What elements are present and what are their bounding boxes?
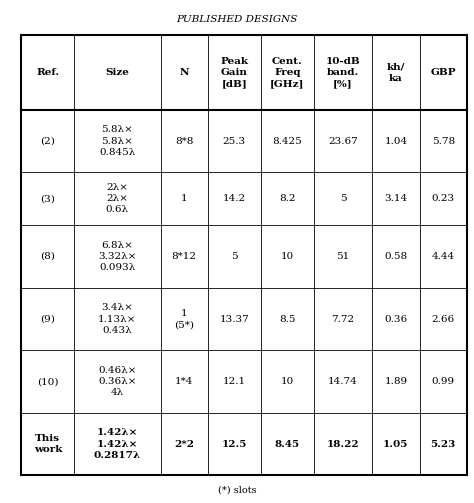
Text: 0.99: 0.99: [432, 377, 455, 386]
Text: 10: 10: [281, 252, 294, 261]
Text: 8.5: 8.5: [279, 314, 295, 323]
Text: Cent.
Freq
[GHz]: Cent. Freq [GHz]: [270, 57, 304, 88]
Text: 8*12: 8*12: [172, 252, 197, 261]
Text: 1.05: 1.05: [383, 440, 409, 449]
Text: 1: 1: [181, 194, 188, 203]
Text: 23.67: 23.67: [328, 136, 358, 145]
Text: 14.74: 14.74: [328, 377, 358, 386]
Text: 25.3: 25.3: [223, 136, 246, 145]
Text: 4.44: 4.44: [432, 252, 455, 261]
Text: 5.23: 5.23: [430, 440, 456, 449]
Text: N: N: [180, 68, 189, 77]
Text: 0.23: 0.23: [432, 194, 455, 203]
Text: 5.8λ×
5.8λ×
0.845λ: 5.8λ× 5.8λ× 0.845λ: [99, 125, 136, 156]
Text: 1
(5*): 1 (5*): [174, 309, 194, 329]
Text: 6.8λ×
3.32λ×
0.093λ: 6.8λ× 3.32λ× 0.093λ: [98, 241, 137, 272]
Text: 7.72: 7.72: [331, 314, 355, 323]
Text: 10-dB
band.
[%]: 10-dB band. [%]: [326, 57, 360, 88]
Text: 12.1: 12.1: [223, 377, 246, 386]
Text: (10): (10): [37, 377, 58, 386]
Text: 2λ×
2λ×
0.6λ: 2λ× 2λ× 0.6λ: [106, 183, 129, 214]
Text: 3.4λ×
1.13λ×
0.43λ: 3.4λ× 1.13λ× 0.43λ: [98, 303, 137, 334]
Text: GBP: GBP: [430, 68, 456, 77]
Text: 0.46λ×
0.36λ×
4λ: 0.46λ× 0.36λ× 4λ: [98, 366, 137, 397]
Text: 8.45: 8.45: [275, 440, 300, 449]
Text: 1.89: 1.89: [384, 377, 408, 386]
Text: 1*4: 1*4: [175, 377, 193, 386]
Text: 2*2: 2*2: [174, 440, 194, 449]
Text: Peak
Gain
[dB]: Peak Gain [dB]: [220, 57, 248, 88]
Text: Size: Size: [106, 68, 129, 77]
Text: 1.04: 1.04: [384, 136, 408, 145]
Text: 5: 5: [340, 194, 346, 203]
Text: (8): (8): [40, 252, 55, 261]
Text: PUBLISHED DESIGNS: PUBLISHED DESIGNS: [176, 15, 298, 24]
Text: 18.22: 18.22: [327, 440, 359, 449]
Text: 3.14: 3.14: [384, 194, 408, 203]
Text: 13.37: 13.37: [219, 314, 249, 323]
Text: 0.58: 0.58: [384, 252, 408, 261]
Text: 0.36: 0.36: [384, 314, 408, 323]
Text: 8.2: 8.2: [279, 194, 295, 203]
Text: 5.78: 5.78: [432, 136, 455, 145]
Text: (2): (2): [40, 136, 55, 145]
Text: 1.42λ×
1.42λ×
0.2817λ: 1.42λ× 1.42λ× 0.2817λ: [94, 429, 141, 460]
Text: 10: 10: [281, 377, 294, 386]
Text: Ref.: Ref.: [36, 68, 59, 77]
Text: 12.5: 12.5: [222, 440, 247, 449]
Text: 14.2: 14.2: [223, 194, 246, 203]
Text: (3): (3): [40, 194, 55, 203]
Text: 5: 5: [231, 252, 237, 261]
Text: 51: 51: [337, 252, 350, 261]
Text: kh/
ka: kh/ ka: [387, 62, 405, 82]
Text: 8*8: 8*8: [175, 136, 193, 145]
Text: 2.66: 2.66: [432, 314, 455, 323]
Text: This
work: This work: [34, 434, 62, 454]
Text: (9): (9): [40, 314, 55, 323]
Text: 8.425: 8.425: [273, 136, 302, 145]
Text: (*) slots: (*) slots: [218, 486, 256, 495]
